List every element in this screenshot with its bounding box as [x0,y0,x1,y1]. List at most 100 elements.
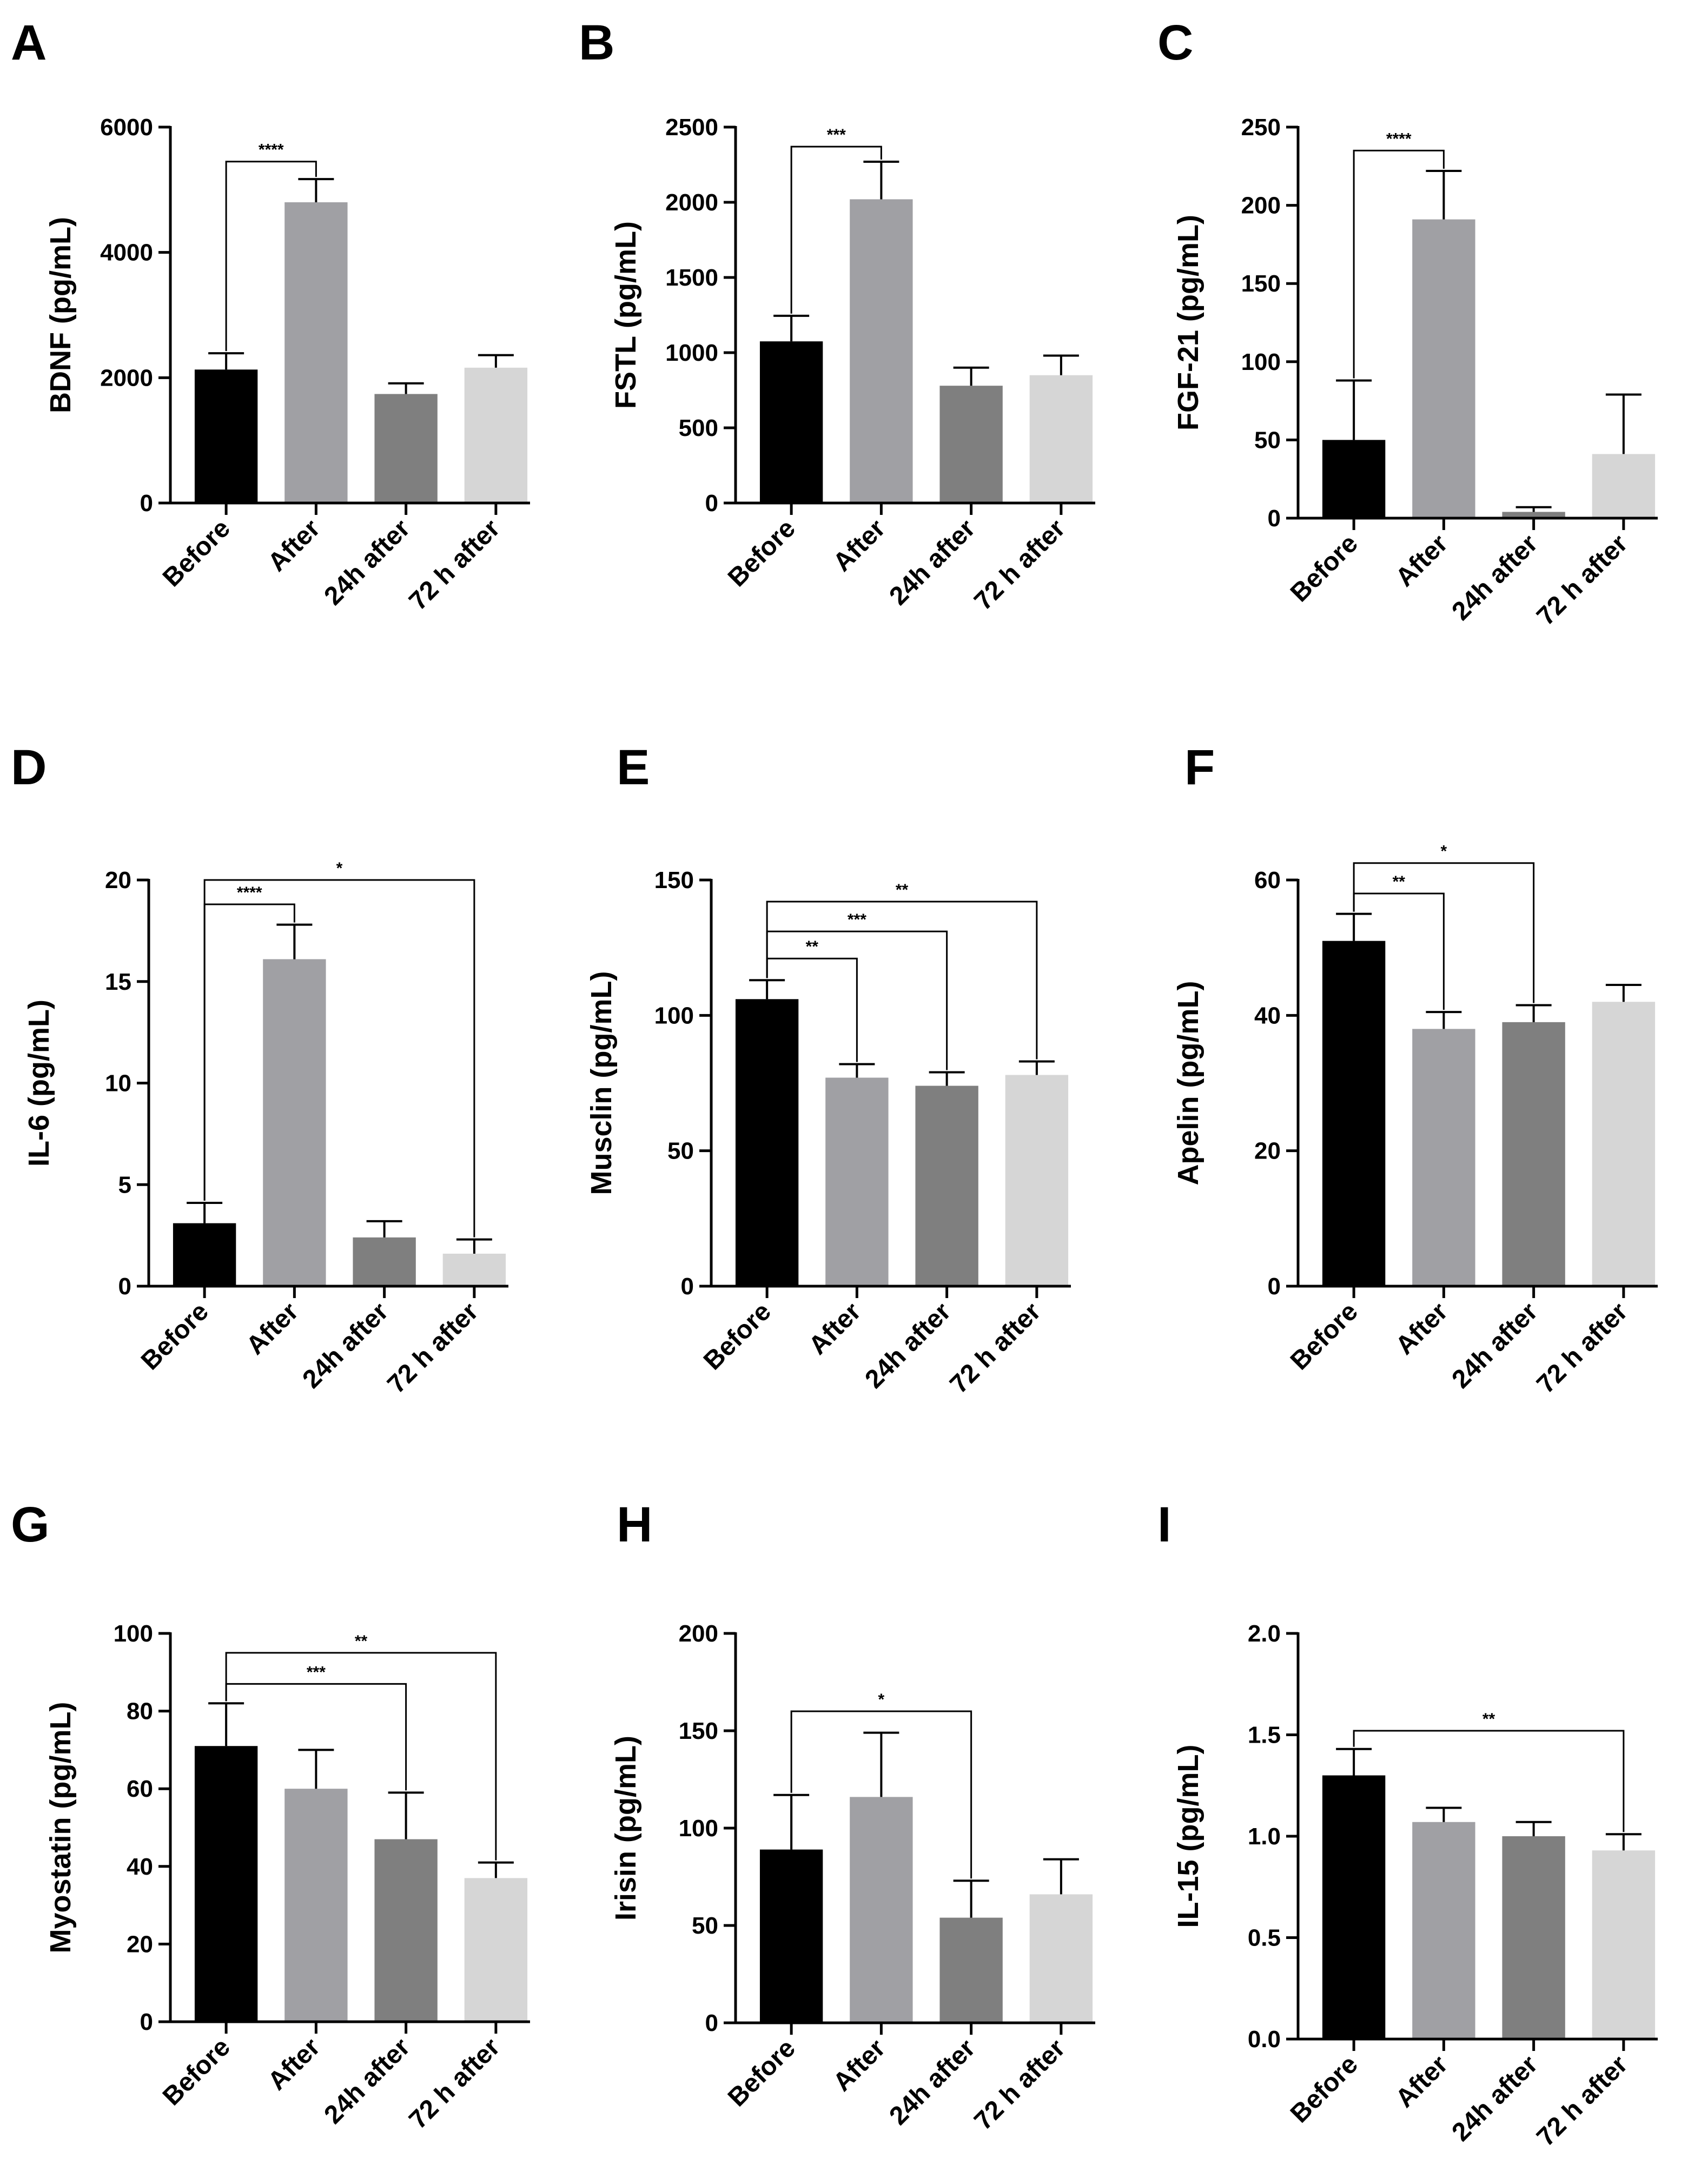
significance-bracket [203,879,475,1237]
x-tick-label: 72 h after [403,514,505,616]
panel-b: B 0 500 1000 1500 2000 2500 FSTL (pg/mL) Before A… [579,15,1095,616]
significance-bracket [1353,149,1445,379]
bar-24h-after [353,1237,416,1286]
bar-after [1412,219,1475,518]
y-tick-label: 0.0 [1248,2026,1281,2053]
y-tick-label: 50 [667,1138,694,1164]
y-tick-label: 150 [1241,270,1281,297]
significance-bracket [1353,1730,1625,1832]
y-tick-label: 1.0 [1248,1823,1281,1850]
y-tick-label: 20 [127,1931,153,1957]
panel-i: I 0.0 0.5 1.0 1.5 2.0 IL-15 (pg/mL) Before After… [1157,1497,1658,2152]
y-tick-label: 0 [140,490,153,517]
y-axis-label: IL-6 (pg/mL) [23,1000,55,1167]
significance-label: **** [237,884,262,902]
y-tick-label: 20 [105,867,131,894]
y-tick-label: 0 [705,490,718,517]
significance-label: *** [307,1663,326,1681]
y-tick-label: 200 [1241,193,1281,219]
panel-letter: A [11,15,47,70]
x-tick-label: Before [157,514,236,592]
significance-bracket [790,1710,972,1879]
significance-bracket [790,145,882,314]
x-tick-label: Before [698,1297,777,1375]
y-axis-label: Irisin (pg/mL) [610,1736,642,1921]
bar-72-h-after [464,1878,528,2022]
x-tick-label: 24h after [884,514,981,611]
y-tick-label: 0 [118,1273,131,1300]
significance-label: ** [896,881,909,899]
panel-letter: C [1157,15,1193,70]
y-tick-label: 4000 [100,240,153,266]
x-tick-label: After [1390,529,1453,592]
y-tick-label: 15 [105,969,131,995]
bar-72-h-after [1005,1075,1069,1286]
x-tick-label: 72 h after [1531,2050,1633,2152]
x-tick-label: After [828,514,891,577]
x-tick-label: 72 h after [944,1297,1046,1399]
y-tick-label: 0 [140,2009,153,2035]
bar-before [194,1746,258,2022]
bar-after [850,1797,913,2023]
y-tick-label: 0 [1268,1273,1281,1300]
bar-72-h-after [1592,1002,1656,1286]
bar-before [759,1849,823,2023]
bar-before [173,1223,236,1286]
bar-24h-after [374,1839,438,2022]
significance-label: ** [806,938,819,956]
panel-g: G 0 20 40 60 80 100 Myostatin (pg/mL) Before Afte… [11,1497,530,2135]
x-tick-label: 72 h after [969,2034,1070,2135]
bar-24h-after [915,1086,978,1286]
bar-24h-after [939,1917,1003,2023]
x-tick-label: After [262,514,326,577]
panel-letter: H [617,1497,652,1552]
panel-letter: B [579,15,614,70]
panel-c: C 0 50 100 150 200 250 FGF-21 (pg/mL) Before Afte… [1157,15,1658,631]
y-tick-label: 100 [114,1620,153,1647]
x-tick-label: 72 h after [969,514,1070,616]
bar-after [850,199,913,503]
x-tick-label: 72 h after [382,1297,484,1399]
x-tick-label: 72 h after [1531,1297,1633,1399]
bar-24h-after [939,386,1003,503]
significance-label: ** [355,1632,368,1650]
bar-72-h-after [464,367,528,503]
significance-bracket [225,161,317,352]
bar-72-h-after [442,1253,506,1286]
x-tick-label: 24h after [319,2033,415,2129]
panel-e: E 0 50 100 150 Musclin (pg/mL) Before After24h … [585,740,1071,1399]
y-axis-label: Musclin (pg/mL) [585,971,618,1195]
significance-label: *** [827,126,846,144]
significance-bracket [225,1652,497,1861]
bar-72-h-after [1029,1894,1093,2023]
y-axis-label: IL-15 (pg/mL) [1172,1745,1204,1928]
y-tick-label: 0 [681,1273,694,1300]
y-tick-label: 2000 [100,365,153,391]
significance-label: * [1441,843,1447,861]
panel-letter: E [617,740,650,795]
bar-after [284,1789,348,2022]
y-tick-label: 0.5 [1248,1925,1281,1951]
y-axis-label: Apelin (pg/mL) [1172,981,1204,1186]
bar-before [1322,1775,1386,2039]
y-tick-label: 150 [654,867,694,894]
panel-a: A 0 2000 4000 6000 BDNF (pg/mL) Before After24h… [11,15,530,616]
significance-label: *** [848,911,866,929]
y-tick-label: 200 [679,1620,718,1647]
significance-label: ** [1482,1710,1495,1728]
bar-before [759,341,823,503]
significance-label: **** [1386,130,1412,148]
y-tick-label: 1000 [665,340,718,366]
x-tick-label: Before [1285,1297,1364,1375]
panel-letter: F [1184,740,1215,795]
x-tick-label: After [1390,2050,1453,2113]
x-tick-label: Before [723,514,801,592]
bar-after [284,202,348,503]
x-tick-label: 72 h after [1531,529,1633,631]
y-tick-label: 0 [705,2010,718,2036]
bar-before [194,369,258,503]
bar-24h-after [1502,1022,1565,1286]
